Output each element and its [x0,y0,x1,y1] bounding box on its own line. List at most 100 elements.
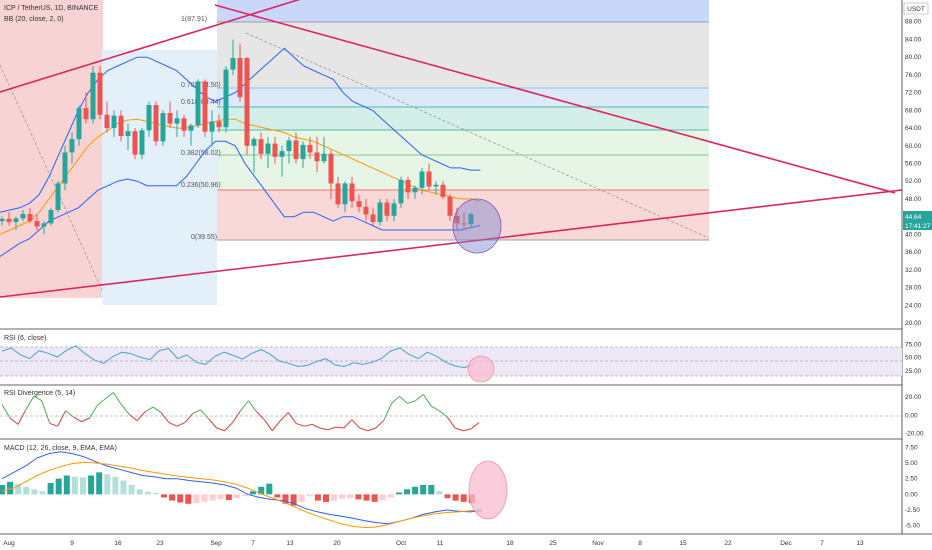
candle-body[interactable] [111,115,117,129]
macd-histogram-bar [298,494,305,502]
macd-pane[interactable] [0,451,508,529]
candle-body[interactable] [258,139,264,154]
div-segment [351,419,361,429]
candle-body[interactable] [454,215,460,224]
candle-body[interactable] [468,214,474,225]
x-axis[interactable]: Aug 9 16 23 Sep 7 13 20 Oct 11 18 25 Nov 8 15 22 Dec 7 13 [3,540,864,547]
candle-body[interactable] [76,108,82,140]
candle-body[interactable] [328,153,334,184]
candle-body[interactable] [370,214,376,222]
candle-body[interactable] [153,105,159,142]
fibonacci-retracement[interactable]: 1(87.91) 0.702(73.50) 0.618(69.44) 0.382… [181,0,710,241]
candle-body[interactable] [118,115,124,137]
candle-body[interactable] [447,196,453,216]
candle-body[interactable] [27,214,33,222]
trendline-upper-left[interactable] [0,0,330,93]
macd-histogram-bar [387,494,394,498]
candle-body[interactable] [174,118,180,124]
candle-body[interactable] [377,202,383,222]
candle-body[interactable] [384,202,390,216]
candle-body[interactable] [20,214,26,219]
candle-body[interactable] [244,58,250,146]
candle-body[interactable] [69,139,75,153]
candle-body[interactable] [307,144,313,153]
currency-badge[interactable] [903,2,929,15]
candle-body[interactable] [300,144,306,160]
trendline-upper-right[interactable] [214,4,896,194]
candle-body[interactable] [223,69,229,128]
bb-lower [0,140,481,257]
candle-body[interactable] [48,210,54,224]
candle-body[interactable] [181,118,187,131]
candle-body[interactable] [426,171,432,187]
trendlines[interactable] [0,0,902,298]
div-segment [136,411,146,422]
trendline-lower[interactable] [0,189,902,298]
rsi-pane[interactable] [0,345,902,383]
candle-body[interactable] [125,131,131,137]
candle-body[interactable] [146,105,152,131]
candle-body[interactable] [230,58,236,70]
candle-body[interactable] [405,179,411,193]
highlight-circle-price[interactable] [452,198,502,254]
candle-body[interactable] [440,184,446,197]
candle-body[interactable] [6,218,12,222]
candle-body[interactable] [279,151,285,157]
candle-body[interactable] [356,201,362,207]
macd-histogram-bar [339,494,346,499]
candle-body[interactable] [433,184,439,187]
x-tick-label: 7 [820,540,824,547]
candle-body[interactable] [188,125,194,131]
highlight-circle-rsi[interactable] [467,355,495,383]
trend-dashed-left [0,64,103,291]
candle-body[interactable] [90,72,96,120]
div-segment [454,427,464,432]
candle-body[interactable] [391,203,397,216]
candle-body[interactable] [167,112,173,124]
candle-body[interactable] [13,218,19,222]
macd-histogram-bar [355,494,362,500]
candle-body[interactable] [216,121,222,128]
rsi-divergence-pane[interactable] [0,392,902,432]
macd-histogram-bar [452,494,459,501]
candle-body[interactable] [335,183,341,205]
candle-body[interactable] [272,143,278,157]
candle-body[interactable] [104,114,110,129]
candle-body[interactable] [41,223,47,227]
candle-body[interactable] [55,183,61,211]
candle-body[interactable] [132,131,138,155]
y-axis[interactable]: USDT 44.64 17:41:27 88.00 84.00 80.00 76.00… [903,2,932,530]
candle-body[interactable] [349,183,355,202]
candle-body[interactable] [237,58,243,98]
candle-body[interactable] [34,221,40,227]
candle-body[interactable] [398,179,404,204]
div-segment [184,413,194,423]
candle-body[interactable] [419,171,425,188]
candle-body[interactable] [160,112,166,142]
candle-body[interactable] [0,218,5,222]
candle-body[interactable] [62,152,68,184]
candle-body[interactable] [363,206,369,215]
div-segment [41,400,51,424]
candle-body[interactable] [412,187,418,193]
candle-body[interactable] [342,183,348,205]
candle-body[interactable] [195,81,201,126]
candle-body[interactable] [202,81,208,132]
candle-body[interactable] [314,152,320,162]
candle-body[interactable] [286,140,292,152]
candle-body[interactable] [321,153,327,162]
candle-body[interactable] [97,72,103,115]
candle-body[interactable] [461,223,467,225]
candle-body[interactable] [265,143,271,154]
fib-zone-5 [217,190,709,240]
candle-body[interactable] [251,139,257,146]
candle-body[interactable] [293,140,299,160]
candle-body[interactable] [209,121,215,132]
div-segment [248,400,257,412]
candle-body[interactable] [83,108,89,120]
highlight-circle-macd[interactable] [468,460,508,520]
candle-body[interactable] [139,130,145,155]
rsi-band [0,347,902,376]
candles[interactable] [0,39,474,235]
